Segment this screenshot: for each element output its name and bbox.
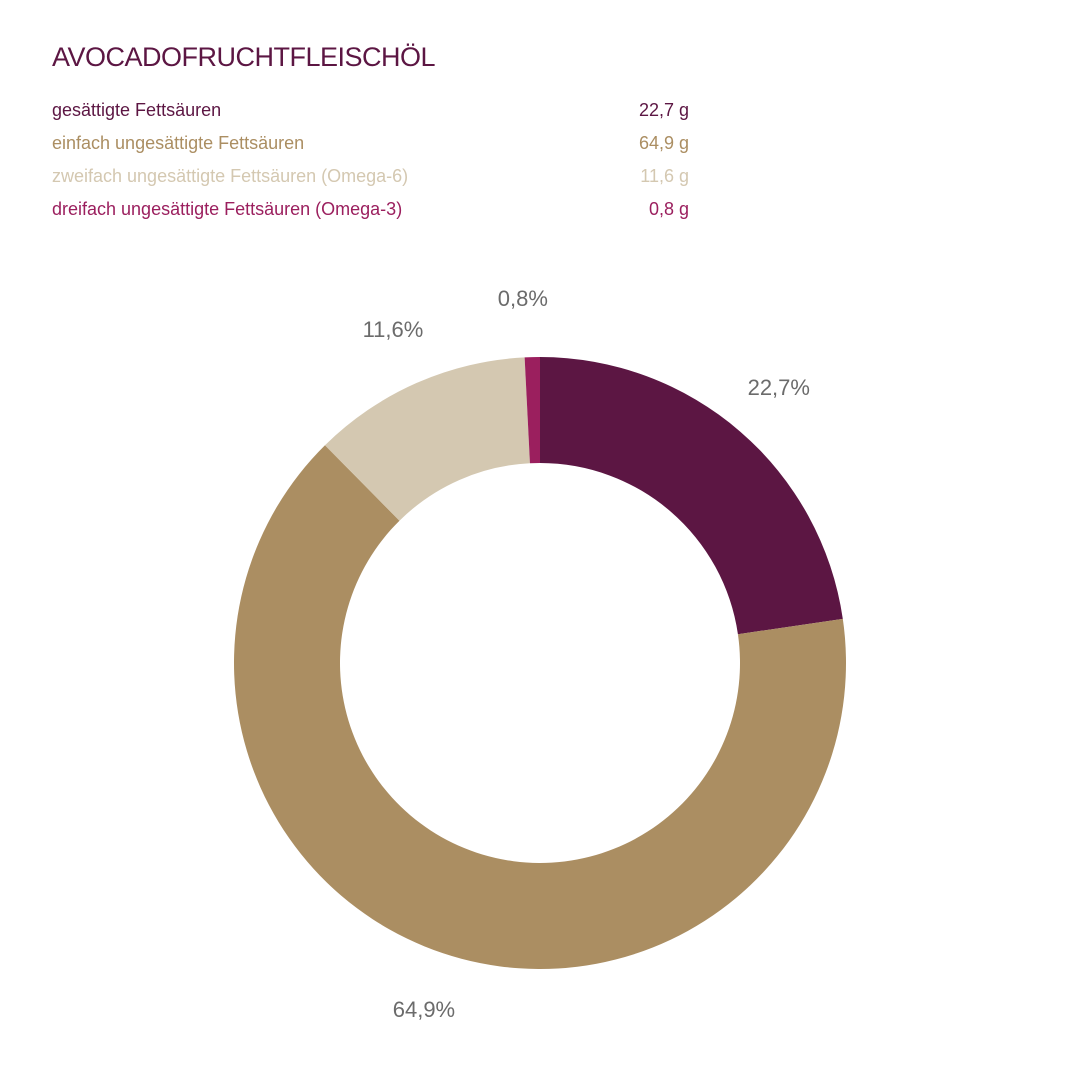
donut-slice-0 — [540, 357, 843, 635]
legend-item-saturated: gesättigte Fettsäuren 22,7 g — [52, 96, 689, 129]
legend-label: einfach ungesättigte Fettsäuren — [52, 133, 305, 153]
legend-value: 64,9 g — [638, 133, 689, 153]
legend: gesättigte Fettsäuren 22,7 g einfach unge… — [52, 96, 689, 228]
legend-item-monounsaturated: einfach ungesättigte Fettsäuren 64,9 g — [52, 129, 689, 162]
legend-item-omega3: dreifach ungesättigte Fettsäuren (Omega-… — [52, 195, 689, 228]
donut-slice-3 — [524, 357, 540, 464]
legend-value: 0,8 g — [648, 199, 689, 219]
donut-slice-1 — [233, 445, 847, 969]
data-label-0: 22,7% — [748, 375, 810, 400]
data-label-2: 11,6% — [363, 317, 424, 342]
legend-item-omega6: zweifach ungesättigte Fettsäuren (Omega-… — [52, 162, 689, 195]
legend-label: dreifach ungesättigte Fettsäuren (Omega-… — [52, 199, 403, 219]
legend-label: gesättigte Fettsäuren — [52, 100, 222, 120]
chart-title: AVOCADOFRUCHTFLEISCHÖL — [52, 42, 436, 72]
legend-value: 11,6 g — [640, 166, 689, 186]
data-label-3: 0,8% — [498, 286, 548, 311]
legend-label: zweifach ungesättigte Fettsäuren (Omega-… — [52, 166, 409, 186]
legend-value: 22,7 g — [638, 100, 689, 120]
donut-slice-2 — [324, 357, 530, 521]
data-label-1: 64,9% — [393, 997, 455, 1022]
